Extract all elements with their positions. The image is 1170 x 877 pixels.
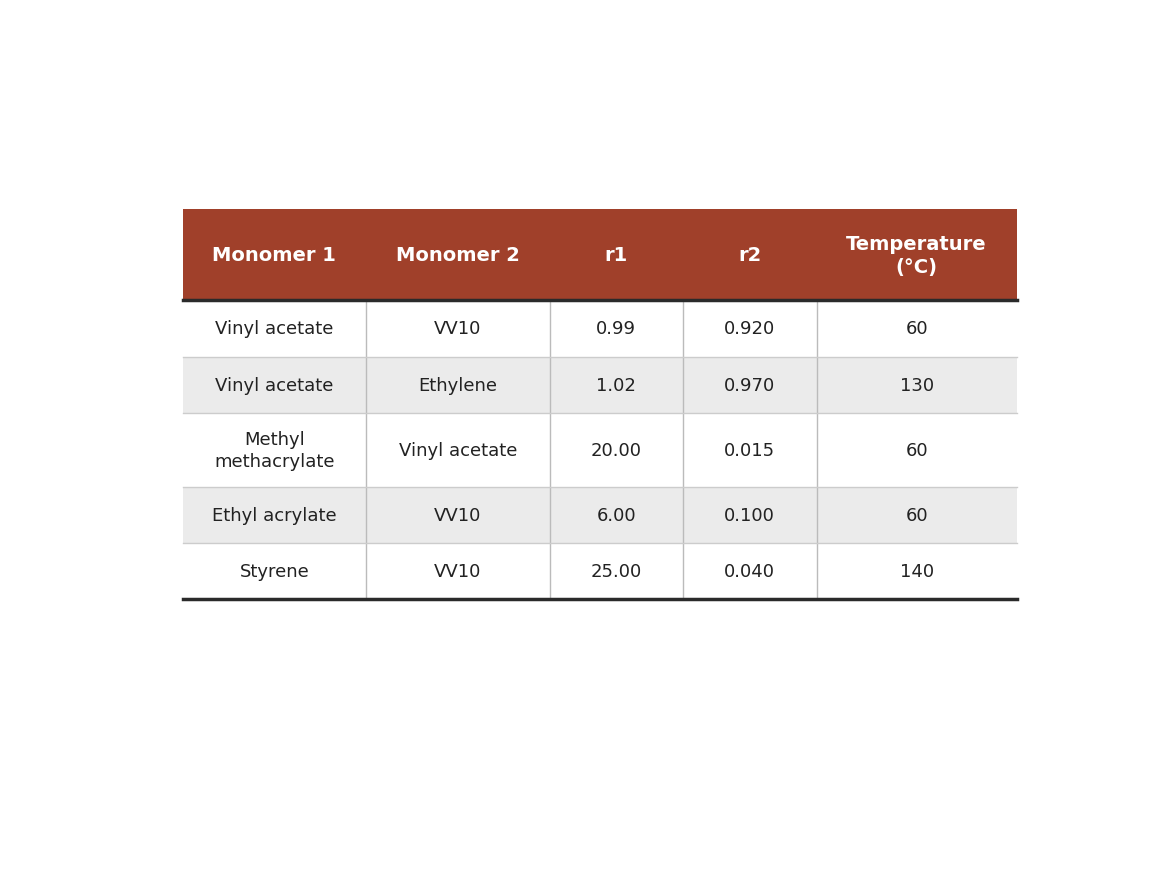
Text: 130: 130 xyxy=(900,376,934,394)
Bar xyxy=(183,413,366,488)
Text: Ethyl acrylate: Ethyl acrylate xyxy=(212,507,337,524)
Text: Monomer 2: Monomer 2 xyxy=(395,246,519,265)
Text: 60: 60 xyxy=(906,507,928,524)
Text: 6.00: 6.00 xyxy=(597,507,636,524)
Text: 1.02: 1.02 xyxy=(597,376,636,394)
Text: Styrene: Styrene xyxy=(240,562,309,581)
Text: 25.00: 25.00 xyxy=(591,562,642,581)
Text: 0.99: 0.99 xyxy=(597,320,636,339)
Text: 0.100: 0.100 xyxy=(724,507,776,524)
Text: 0.970: 0.970 xyxy=(724,376,776,394)
Bar xyxy=(683,210,817,301)
Bar xyxy=(550,488,683,544)
Bar xyxy=(683,413,817,488)
Bar xyxy=(183,301,366,357)
Text: Ethylene: Ethylene xyxy=(419,376,497,394)
Bar xyxy=(366,301,550,357)
Bar xyxy=(817,544,1017,600)
Text: Monomer 1: Monomer 1 xyxy=(212,246,336,265)
Text: 60: 60 xyxy=(906,320,928,339)
Bar xyxy=(817,413,1017,488)
Bar xyxy=(683,357,817,413)
Text: Methyl
methacrylate: Methyl methacrylate xyxy=(214,431,335,470)
Text: 0.040: 0.040 xyxy=(724,562,776,581)
Text: Vinyl acetate: Vinyl acetate xyxy=(399,441,517,460)
Bar xyxy=(183,544,366,600)
Text: 20.00: 20.00 xyxy=(591,441,642,460)
Text: 0.015: 0.015 xyxy=(724,441,776,460)
Bar xyxy=(550,357,683,413)
Bar xyxy=(183,210,366,301)
Bar xyxy=(817,357,1017,413)
Bar xyxy=(683,488,817,544)
Text: 0.920: 0.920 xyxy=(724,320,776,339)
Bar xyxy=(550,301,683,357)
Text: r2: r2 xyxy=(738,246,762,265)
Bar xyxy=(366,488,550,544)
Text: Vinyl acetate: Vinyl acetate xyxy=(215,320,333,339)
Bar xyxy=(366,544,550,600)
Bar xyxy=(550,413,683,488)
Bar xyxy=(366,210,550,301)
Text: 60: 60 xyxy=(906,441,928,460)
Bar xyxy=(183,357,366,413)
Bar xyxy=(817,488,1017,544)
Bar xyxy=(366,413,550,488)
Text: Temperature
(°C): Temperature (°C) xyxy=(846,234,987,277)
Bar xyxy=(366,357,550,413)
Bar xyxy=(817,301,1017,357)
Text: VV10: VV10 xyxy=(434,320,482,339)
Text: VV10: VV10 xyxy=(434,562,482,581)
Bar xyxy=(550,544,683,600)
Bar xyxy=(683,544,817,600)
Bar xyxy=(683,301,817,357)
Bar xyxy=(183,488,366,544)
Bar xyxy=(550,210,683,301)
Text: r1: r1 xyxy=(605,246,628,265)
Bar xyxy=(817,210,1017,301)
Text: VV10: VV10 xyxy=(434,507,482,524)
Text: Vinyl acetate: Vinyl acetate xyxy=(215,376,333,394)
Text: 140: 140 xyxy=(900,562,934,581)
